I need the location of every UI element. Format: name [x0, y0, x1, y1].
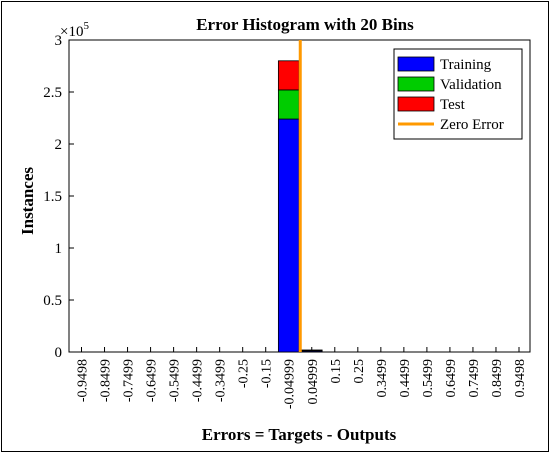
y-axis-exponent-base: ×10 [60, 24, 83, 40]
bar-test-10 [301, 349, 323, 352]
bar-test-9 [277, 60, 300, 91]
bar-validation-9 [277, 89, 300, 120]
legend-label: Zero Error [440, 117, 504, 133]
x-axis-label: Errors = Targets - Outputs [202, 425, 397, 444]
legend-swatch-training [397, 56, 435, 72]
bar-training-9 [277, 118, 300, 353]
x-tick-label: 0.8499 [490, 359, 505, 398]
x-tick-label: -0.4499 [191, 359, 206, 402]
y-tick-label: 3 [55, 33, 63, 49]
x-tick-label: 0.3499 [375, 359, 390, 398]
legend: Training Validation Test Zero Error [393, 48, 523, 140]
y-tick-label: 2 [55, 137, 63, 153]
y-axis-label: Instances [18, 167, 37, 235]
x-tick-label: 0.7499 [467, 359, 482, 398]
chart-title: Error Histogram with 20 Bins [196, 15, 414, 34]
legend-label: Test [440, 97, 466, 113]
y-tick-label: 0.5 [43, 293, 62, 309]
x-tick-label: -0.5499 [168, 359, 183, 402]
y-axis-exponent-power: 5 [83, 20, 89, 32]
x-tick-label: 0.4499 [398, 359, 413, 398]
x-tick-label: -0.25 [237, 359, 252, 388]
x-tick-label: 0.25 [352, 359, 367, 384]
x-tick-label: -0.9498 [76, 359, 91, 402]
legend-swatch-validation [397, 76, 435, 92]
x-tick-label: -0.6499 [145, 359, 160, 402]
x-tick-label: -0.3499 [214, 359, 229, 402]
x-tick-label: 0.9498 [513, 359, 528, 398]
x-tick-label: -0.15 [260, 359, 275, 388]
y-tick-label: 2.5 [43, 85, 62, 101]
x-tick-label: 0.04999 [306, 359, 321, 405]
legend-swatch-test [397, 96, 435, 112]
y-tick-label: 1 [55, 241, 63, 257]
x-tick-label: 0.15 [329, 359, 344, 384]
x-tick-label: -0.04999 [283, 359, 298, 409]
plot-area: 0 0.5 1 1.5 2 2.5 3 -0.9498 -0.8499 -0.7499 -0.649… [43, 33, 531, 409]
legend-label: Validation [440, 77, 502, 93]
legend-label: Training [440, 57, 492, 73]
x-tick-label: 0.6499 [444, 359, 459, 398]
x-tick-label: -0.7499 [122, 359, 137, 402]
y-tick-label: 0 [55, 345, 63, 361]
y-axis-exponent: ×105 [60, 20, 89, 40]
x-tick-label: 0.5499 [421, 359, 436, 398]
y-tick-label: 1.5 [43, 189, 62, 205]
x-tick-label: -0.8499 [99, 359, 114, 402]
